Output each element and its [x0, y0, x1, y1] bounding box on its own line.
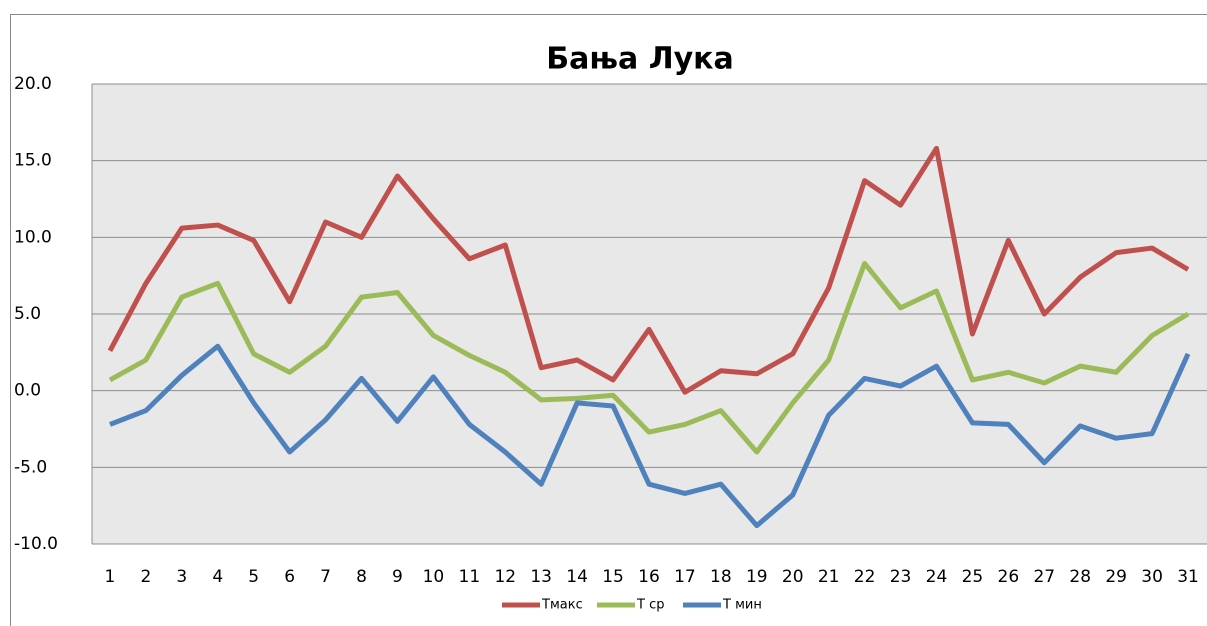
y-tick-label: 0.0: [14, 381, 41, 401]
x-tick-label: 24: [926, 567, 948, 587]
x-tick-label: 30: [1141, 567, 1163, 587]
x-tick-label: 13: [530, 567, 552, 587]
x-tick-label: 29: [1105, 567, 1127, 587]
x-tick-label: 9: [392, 567, 403, 587]
series-line: [108, 260, 1190, 455]
x-tick-label: 19: [746, 567, 768, 587]
legend-label: T мин: [722, 598, 762, 613]
y-tick-label: 20.0: [14, 74, 52, 94]
y-tick-label: 15.0: [14, 151, 52, 171]
x-tick-label: 6: [284, 567, 295, 587]
x-tick-label: 11: [459, 567, 481, 587]
x-tick-label: 15: [602, 567, 624, 587]
x-tick-label: 26: [998, 567, 1020, 587]
x-tick-label: 12: [494, 567, 516, 587]
y-tick-label: 5.0: [14, 304, 41, 324]
x-tick-label: 14: [566, 567, 588, 587]
x-tick-label: 5: [248, 567, 259, 587]
chart-title: Бања Лука: [546, 42, 734, 77]
x-tick-label: 4: [212, 567, 223, 587]
x-tick-label: 2: [140, 567, 151, 587]
x-tick-label: 22: [854, 567, 876, 587]
x-tick-label: 1: [105, 567, 116, 587]
x-tick-label: 23: [890, 567, 912, 587]
x-tick-label: 25: [962, 567, 984, 587]
y-tick-label: 10.0: [14, 227, 52, 247]
x-tick-label: 17: [674, 567, 696, 587]
y-tick-label: -10.0: [14, 534, 58, 554]
series-line: [107, 145, 1190, 395]
y-tick-label: -5.0: [14, 457, 47, 477]
x-tick-label: 28: [1069, 567, 1091, 587]
legend-label: T ср: [636, 598, 664, 613]
x-tick-label: 18: [710, 567, 732, 587]
x-tick-label: 7: [320, 567, 331, 587]
x-tick-label: 3: [176, 567, 187, 587]
x-tick-label: 31: [1177, 567, 1199, 587]
x-tick-label: 21: [818, 567, 840, 587]
x-tick-label: 27: [1033, 567, 1055, 587]
x-tick-label: 20: [782, 567, 804, 587]
x-tick-label: 10: [423, 567, 445, 587]
series-line: [109, 343, 1191, 529]
x-tick-label: 16: [638, 567, 660, 587]
legend-label: Tмакс: [541, 598, 583, 613]
x-tick-label: 8: [356, 567, 367, 587]
